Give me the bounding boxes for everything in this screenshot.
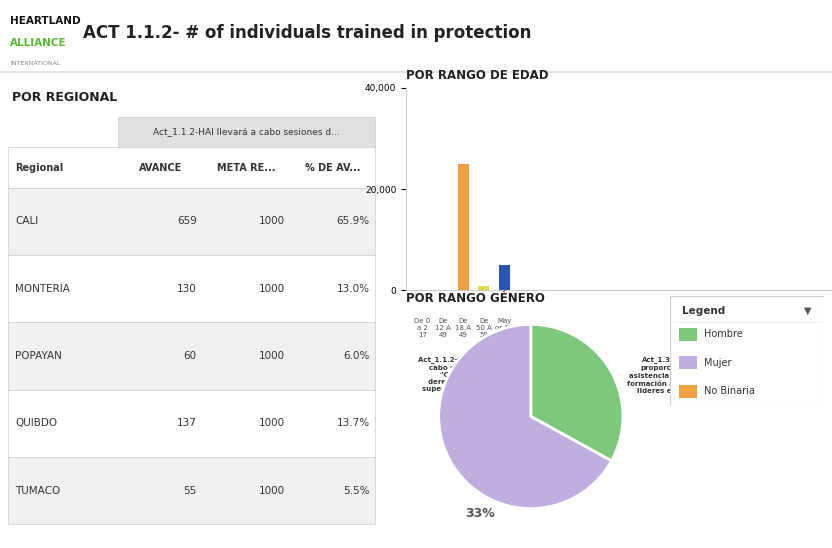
Text: HEARTLAND: HEARTLAND — [10, 16, 81, 26]
Text: 659: 659 — [177, 216, 196, 226]
Text: ACT 1.1.2- # of individuals trained in protection: ACT 1.1.2- # of individuals trained in p… — [83, 24, 532, 42]
Bar — [679, 356, 697, 369]
Text: 5.5%: 5.5% — [343, 486, 369, 495]
Text: May
or 60: May or 60 — [495, 318, 513, 332]
Text: INTERNATIONAL: INTERNATIONAL — [10, 61, 61, 66]
Text: Hombre: Hombre — [704, 329, 742, 339]
Text: TUMACO: TUMACO — [16, 486, 61, 495]
Text: 1000: 1000 — [259, 418, 285, 429]
Text: 33%: 33% — [465, 507, 495, 520]
Bar — [478, 287, 489, 290]
Text: Act_1.1.2-HAI llevará a cabo sesiones d...: Act_1.1.2-HAI llevará a cabo sesiones d.… — [153, 128, 340, 136]
Text: 1000: 1000 — [259, 216, 285, 226]
Bar — [458, 164, 469, 290]
Text: Act_1.1.2-HAI llevará a
cabo sesiones de
"Conoce tus
derechos" con los
supervivi: Act_1.1.2-HAI llevará a cabo sesiones de… — [418, 356, 508, 392]
Bar — [7, 188, 375, 255]
Text: POPAYAN: POPAYAN — [16, 351, 62, 361]
Bar — [7, 322, 375, 390]
Text: 1000: 1000 — [259, 486, 285, 495]
Text: QUIBDO: QUIBDO — [16, 418, 57, 429]
Text: De
12 A
49: De 12 A 49 — [435, 318, 451, 338]
Bar — [679, 385, 697, 398]
Text: 55: 55 — [184, 486, 196, 495]
Text: Act_1.3.5-HAI
proporcionará
asistencia técnica y
formación a mujeres
lideres en : Act_1.3.5-HAI proporcionará asistencia t… — [627, 356, 709, 394]
Text: POR RANGO GÉNERO: POR RANGO GÉNERO — [406, 292, 545, 305]
Text: Regional: Regional — [16, 163, 64, 173]
Bar — [7, 457, 375, 524]
Text: No Binaria: No Binaria — [704, 386, 755, 396]
Text: 60: 60 — [184, 351, 196, 361]
Text: De
18 A
49: De 18 A 49 — [455, 318, 472, 338]
Text: 1000: 1000 — [259, 284, 285, 294]
Text: ALLIANCE: ALLIANCE — [10, 38, 67, 48]
Text: POR REGIONAL: POR REGIONAL — [12, 90, 116, 104]
Text: De 0
a 2
17: De 0 a 2 17 — [414, 318, 430, 338]
Text: 6.0%: 6.0% — [343, 351, 369, 361]
Text: 13.7%: 13.7% — [336, 418, 369, 429]
Bar — [679, 328, 697, 341]
Text: ▼: ▼ — [804, 306, 811, 316]
Text: 65.9%: 65.9% — [336, 216, 369, 226]
Text: 130: 130 — [177, 284, 196, 294]
Text: Act_1.2.3-En
coordinación con el
sector educativo y los
actores locales, HAI
ofr: Act_1.2.3-En coordinación con el sector … — [522, 356, 610, 391]
Bar — [7, 390, 375, 457]
Text: Mujer: Mujer — [704, 358, 731, 368]
Bar — [498, 265, 510, 290]
Wedge shape — [438, 324, 612, 509]
Wedge shape — [531, 324, 623, 461]
Bar — [7, 255, 375, 322]
Text: De
50 A
59: De 50 A 59 — [476, 318, 492, 338]
Text: POR RANGO DE EDAD: POR RANGO DE EDAD — [406, 70, 548, 82]
Text: AVANCE: AVANCE — [139, 163, 182, 173]
Text: CALI: CALI — [16, 216, 39, 226]
Text: % DE AV...: % DE AV... — [305, 163, 361, 173]
Text: MONTERIA: MONTERIA — [16, 284, 71, 294]
Text: 13.0%: 13.0% — [336, 284, 369, 294]
Text: Ac
dist
dign
form
sob: Ac dist dign form sob — [761, 356, 780, 390]
Bar — [118, 117, 375, 147]
Bar — [7, 147, 375, 188]
Text: 1000: 1000 — [259, 351, 285, 361]
Text: Legend: Legend — [682, 306, 726, 316]
Text: 137: 137 — [177, 418, 196, 429]
Text: META RE...: META RE... — [217, 163, 276, 173]
